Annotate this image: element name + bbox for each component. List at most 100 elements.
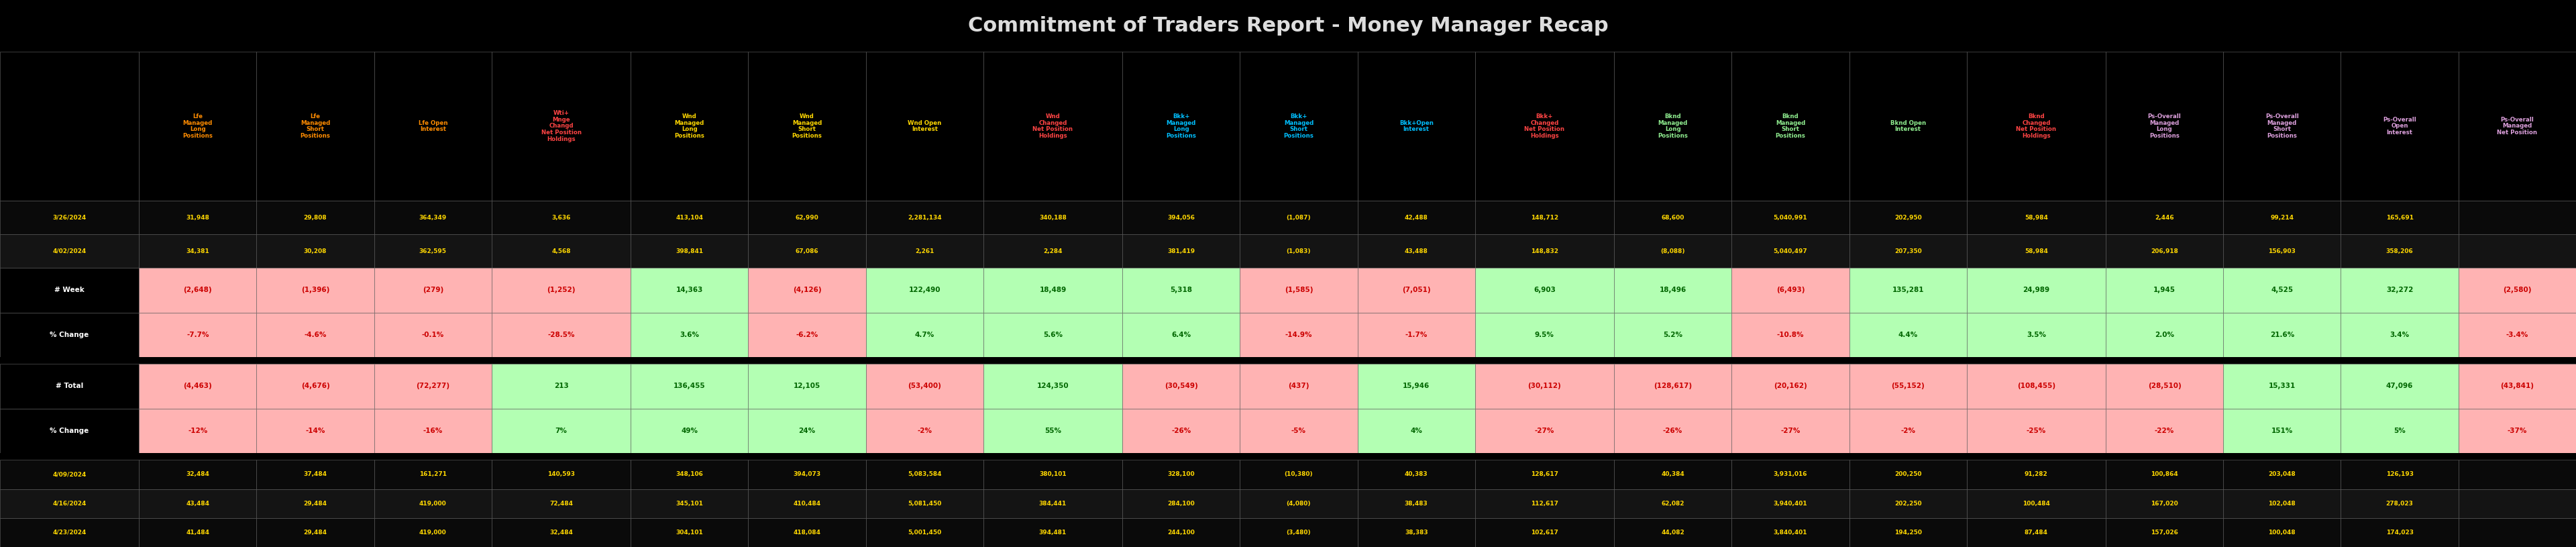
Text: 4/23/2024: 4/23/2024 <box>52 529 88 536</box>
Text: 156,903: 156,903 <box>2269 248 2295 254</box>
Bar <box>1615 364 1731 409</box>
Bar <box>1358 268 1476 312</box>
Bar <box>374 364 492 409</box>
Bar <box>258 364 374 409</box>
Text: 418,084: 418,084 <box>793 529 822 536</box>
Text: 380,101: 380,101 <box>1038 472 1066 478</box>
Bar <box>984 201 1123 235</box>
Bar <box>1731 364 1850 409</box>
Text: 5.2%: 5.2% <box>1664 331 1682 338</box>
Text: 5,040,497: 5,040,497 <box>1772 248 1808 254</box>
Text: 136,455: 136,455 <box>672 383 706 389</box>
Bar <box>374 518 492 547</box>
Bar <box>1850 460 1965 489</box>
Bar <box>139 201 258 235</box>
Text: 148,712: 148,712 <box>1530 214 1558 220</box>
Text: 4/16/2024: 4/16/2024 <box>52 501 88 507</box>
Bar <box>1850 364 1965 409</box>
Text: -10.8%: -10.8% <box>1777 331 1803 338</box>
Text: 410,484: 410,484 <box>793 501 822 507</box>
Text: (2,580): (2,580) <box>2504 287 2532 294</box>
Bar <box>492 51 631 201</box>
Text: 2,281,134: 2,281,134 <box>907 214 943 220</box>
Text: Bknd
Changed
Net Position
Holdings: Bknd Changed Net Position Holdings <box>2017 113 2056 139</box>
Bar <box>258 409 374 453</box>
Bar <box>1965 235 2105 268</box>
Text: -16%: -16% <box>422 428 443 434</box>
Bar <box>1615 460 1731 489</box>
Bar <box>747 268 866 312</box>
Text: -5%: -5% <box>1291 428 1306 434</box>
Text: (1,585): (1,585) <box>1285 287 1314 294</box>
Bar <box>139 312 258 357</box>
Text: 384,441: 384,441 <box>1038 501 1066 507</box>
Text: (437): (437) <box>1288 383 1309 389</box>
Bar <box>0 453 2576 460</box>
Bar <box>1965 409 2105 453</box>
Bar <box>1123 268 1239 312</box>
Text: 5%: 5% <box>2393 428 2406 434</box>
Text: 340,188: 340,188 <box>1038 214 1066 220</box>
Bar <box>866 51 984 201</box>
Bar <box>1476 460 1615 489</box>
Text: Lfe Open
Interest: Lfe Open Interest <box>417 120 448 132</box>
Text: 148,832: 148,832 <box>1530 248 1558 254</box>
Bar <box>0 489 139 518</box>
Text: 32,484: 32,484 <box>185 472 209 478</box>
Bar <box>139 518 258 547</box>
Bar <box>0 268 139 312</box>
Text: 9.5%: 9.5% <box>1535 331 1553 338</box>
Text: 202,950: 202,950 <box>1893 214 1922 220</box>
Text: (279): (279) <box>422 287 443 294</box>
Text: 358,206: 358,206 <box>2385 248 2414 254</box>
Text: 161,271: 161,271 <box>420 472 446 478</box>
Bar <box>2342 460 2458 489</box>
Bar <box>0 312 139 357</box>
Bar <box>631 51 747 201</box>
Bar <box>258 201 374 235</box>
Bar <box>2458 51 2576 201</box>
Text: 99,214: 99,214 <box>2269 214 2293 220</box>
Bar <box>1123 51 1239 201</box>
Text: # Total: # Total <box>57 383 82 389</box>
Bar <box>1965 489 2105 518</box>
Text: 3,840,401: 3,840,401 <box>1772 529 1808 536</box>
Bar <box>631 364 747 409</box>
Bar <box>1476 235 1615 268</box>
Bar <box>1850 409 1965 453</box>
Text: (4,463): (4,463) <box>183 383 211 389</box>
Bar <box>631 312 747 357</box>
Text: 194,250: 194,250 <box>1893 529 1922 536</box>
Bar <box>1615 518 1731 547</box>
Text: 345,101: 345,101 <box>675 501 703 507</box>
Text: 32,272: 32,272 <box>2385 287 2414 294</box>
Text: 91,282: 91,282 <box>2025 472 2048 478</box>
Text: 37,484: 37,484 <box>304 472 327 478</box>
Bar <box>1731 51 1850 201</box>
Bar <box>492 268 631 312</box>
Bar <box>984 51 1123 201</box>
Bar <box>1123 201 1239 235</box>
Bar <box>1123 312 1239 357</box>
Bar <box>492 518 631 547</box>
Bar <box>139 460 258 489</box>
Text: 4,568: 4,568 <box>551 248 572 254</box>
Bar <box>1850 518 1965 547</box>
Text: 394,481: 394,481 <box>1038 529 1066 536</box>
Text: % Change: % Change <box>49 428 90 434</box>
Bar <box>747 460 866 489</box>
Text: 24,989: 24,989 <box>2022 287 2050 294</box>
Text: 5,083,584: 5,083,584 <box>907 472 940 478</box>
Text: -0.1%: -0.1% <box>422 331 443 338</box>
Bar <box>866 364 984 409</box>
Text: 128,617: 128,617 <box>1530 472 1558 478</box>
Text: -14%: -14% <box>307 428 325 434</box>
Text: (55,152): (55,152) <box>1891 383 1924 389</box>
Text: 29,484: 29,484 <box>304 501 327 507</box>
Text: 30,208: 30,208 <box>304 248 327 254</box>
Bar <box>1965 460 2105 489</box>
Bar <box>1476 268 1615 312</box>
Text: Wnd
Managed
Long
Positions: Wnd Managed Long Positions <box>675 113 703 139</box>
Text: 419,000: 419,000 <box>420 529 446 536</box>
Text: 3.4%: 3.4% <box>2391 331 2409 338</box>
